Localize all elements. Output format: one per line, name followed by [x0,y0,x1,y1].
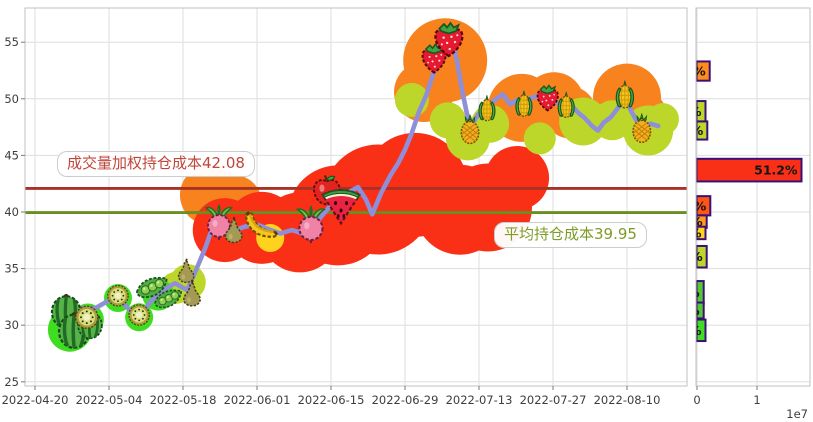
volume-bar-label: % [691,123,704,138]
y-tick-label: 40 [4,205,19,219]
kiwi-icon [128,304,150,326]
axis-scale-label: 1e7 [786,407,808,421]
volume-bar-label: % [693,64,706,79]
y-tick-label: 30 [4,318,19,332]
volume-bar-label: % [689,104,702,119]
volume-blobs-layer [47,18,679,352]
main-plot-frame [24,7,688,387]
volume-bar-label: % [687,303,700,318]
x-tick-label: 2022-05-04 [76,393,143,407]
x-tick-label: 2022-06-29 [372,393,439,407]
x-tick-label: 2022-05-18 [150,393,217,407]
volume-bar-label: % [689,323,702,338]
y-tick-label: 45 [4,148,19,162]
y-tick-label: 25 [4,375,19,389]
volume-blob [523,122,556,155]
x-tick-label: 2022-07-13 [446,393,513,407]
volume-bar-label: % [690,214,703,229]
volume-bar-label: 51.2% [754,163,798,178]
x-tick-label: 2022-04-20 [2,393,69,407]
volume-blob [646,103,679,136]
kiwi-icon [75,305,99,330]
volume-bars: %%% 51.2%%%%%%%% [687,60,803,343]
main-axes: 2022-04-20 2022-05-04 2022-05-18 2022-06-01… [2,35,661,407]
x-tick-label: 0 [693,393,700,407]
side-axes: 0 1 1e7 [693,386,808,421]
side-plot-frame [695,7,811,387]
side-plot: %%% 51.2%%%%%%%% [687,8,810,386]
price-line [59,29,661,324]
x-tick-label: 2022-06-01 [224,393,291,407]
kiwi-icon [107,284,129,307]
y-tick-label: 55 [4,35,19,49]
x-tick-label: 2022-06-15 [298,393,365,407]
y-tick-label: 50 [4,92,19,106]
volume-bar-label: % [694,198,707,213]
volume-bar-label: % [687,285,700,300]
volume-bar-label: % [690,249,703,264]
avg-cost-annotation: 平均持仓成本39.95 [494,222,647,249]
main-plot [25,8,687,386]
x-tick-label: 1 [753,393,760,407]
volume-blob [592,100,633,141]
volume-bar-label: % [689,225,702,240]
x-tick-label: 2022-08-10 [594,393,661,407]
vwap-cost-annotation: 成交量加权持仓成本42.08 [57,151,255,178]
x-tick-label: 2022-07-27 [520,393,587,407]
y-tick-label: 35 [4,262,19,276]
volume-blob [485,146,550,211]
